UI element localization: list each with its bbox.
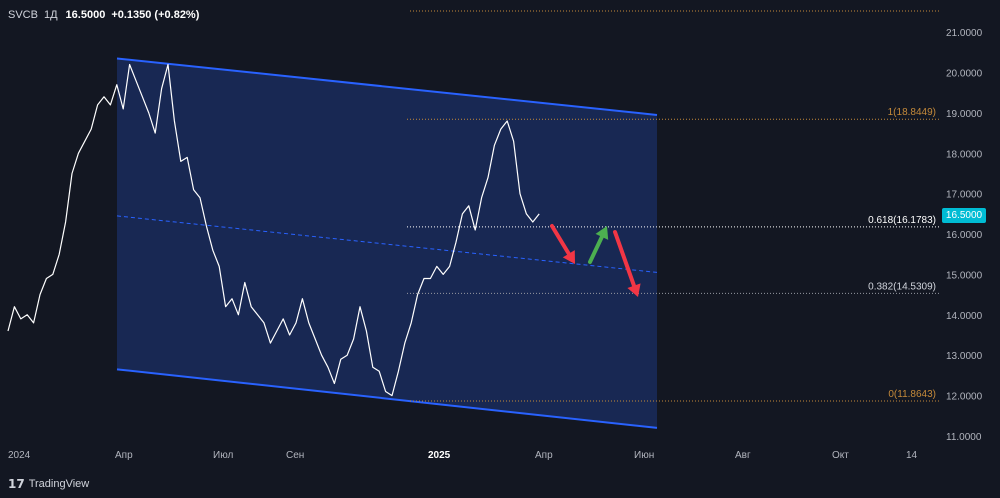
down-arrow-1-shaft [550, 224, 571, 256]
y-axis-tick-label: 11.0000 [946, 432, 982, 443]
x-axis-tick-label: Окт [832, 450, 849, 461]
fib-level-label: 1(18.8449) [888, 107, 936, 118]
price-series-line[interactable] [7, 63, 540, 397]
y-axis-tick-label: 15.0000 [946, 270, 983, 281]
y-axis-tick-label: 19.0000 [946, 109, 983, 120]
down-arrow-2-head [627, 283, 641, 297]
current-price-badge: 16.5000 [942, 208, 986, 223]
y-axis-tick-label: 18.0000 [946, 149, 983, 160]
x-axis-tick-label: Авг [735, 450, 751, 461]
tradingview-logo-icon: 𝟭𝟳 [8, 477, 25, 491]
tradingview-logo[interactable]: 𝟭𝟳 TradingView [8, 476, 89, 492]
symbol-name[interactable]: SVCB [8, 9, 38, 21]
last-price: 16.5000 [65, 9, 106, 21]
down-arrow-1-head [562, 250, 575, 264]
channel-lower-line[interactable] [116, 368, 658, 429]
x-axis-tick-label: Апр [535, 450, 553, 461]
up-arrow-head [595, 226, 609, 240]
y-axis-tick-label: 12.0000 [946, 392, 983, 403]
down-arrow-2-shaft [613, 230, 636, 288]
x-axis-tick-label: Июн [634, 450, 654, 461]
y-axis-tick-label: 13.0000 [946, 351, 983, 362]
channel-upper-line[interactable] [116, 57, 658, 116]
y-axis-tick-label: 20.0000 [946, 69, 983, 80]
x-axis-tick-label: 2025 [428, 450, 451, 461]
y-axis-tick-label: 17.0000 [946, 190, 983, 201]
timeframe-label[interactable]: 1Д [43, 9, 58, 21]
x-axis-tick-label: Июл [213, 450, 233, 461]
y-axis-tick-label: 21.0000 [946, 28, 983, 39]
x-axis-tick-label: 2024 [8, 450, 31, 461]
symbol-header: SVCB 1Д 16.5000 +0.1350 (+0.82%) [8, 9, 205, 21]
y-axis-tick-label: 14.0000 [946, 311, 983, 322]
y-axis-tick-label: 16.0000 [946, 230, 983, 241]
price-change: +0.1350 (+0.82%) [111, 9, 200, 21]
fib-level-label: 0(11.8643) [888, 389, 936, 400]
channel-fill [117, 58, 657, 428]
up-arrow-shaft [588, 234, 604, 264]
x-axis-tick-label: 14 [906, 450, 918, 461]
fib-level-label: 0.382(14.5309) [868, 281, 936, 292]
x-axis-tick-label: Апр [115, 450, 133, 461]
x-axis-tick-label: Сен [286, 450, 304, 461]
fib-level-label: 0.618(16.1783) [868, 215, 936, 226]
tradingview-logo-text: TradingView [28, 478, 90, 490]
